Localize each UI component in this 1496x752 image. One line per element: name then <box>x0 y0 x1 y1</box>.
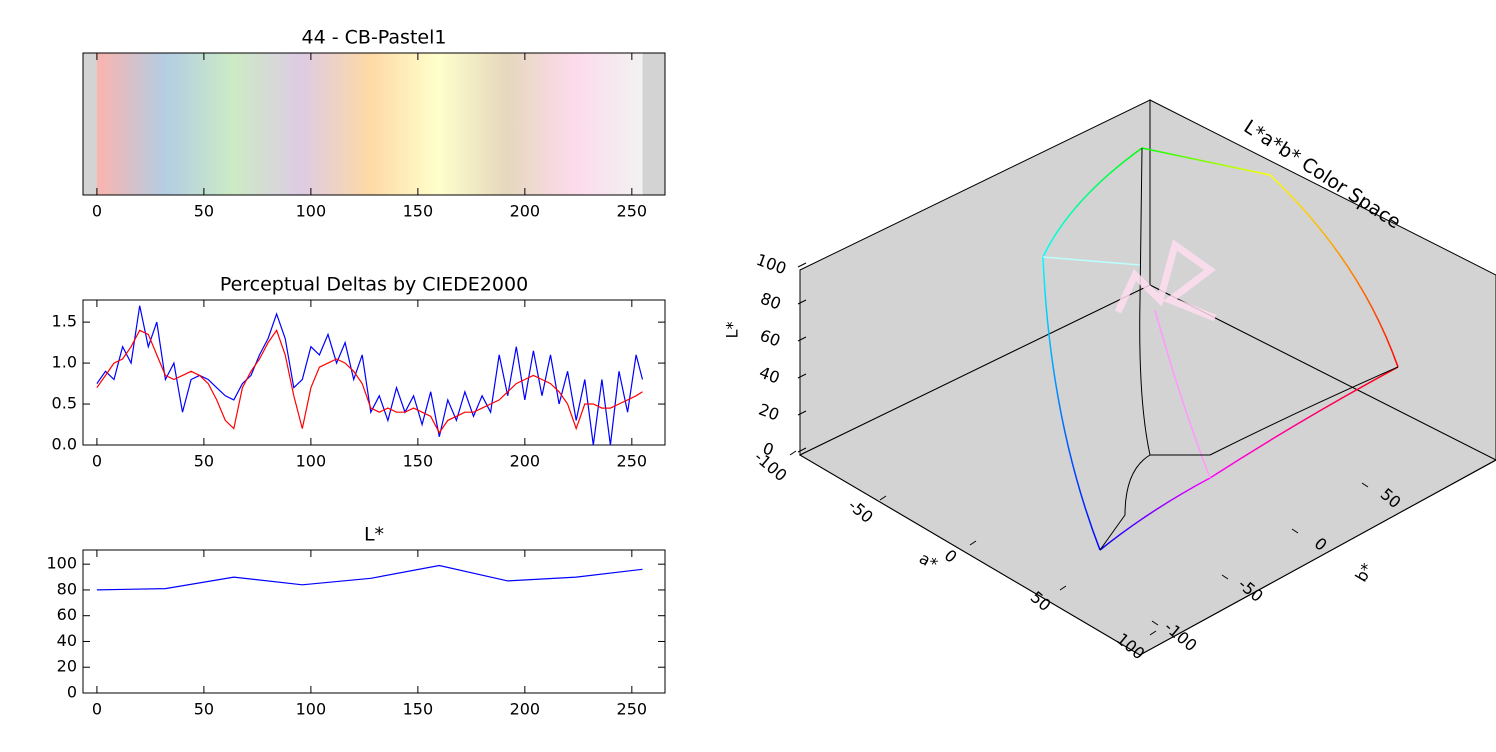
chart-title: 44 - CB-Pastel1 <box>302 27 447 49</box>
gamut-edge <box>1141 147 1271 176</box>
z-tick-label: 20 <box>756 400 782 425</box>
y-tick <box>1151 620 1159 626</box>
x-tick-label: 0 <box>92 202 102 221</box>
y-tick-label: 0.0 <box>52 435 77 454</box>
x-tick <box>1059 585 1067 591</box>
z-tick <box>797 299 807 305</box>
x-tick-label: 100 <box>296 202 327 221</box>
z-tick-label: 80 <box>758 289 784 314</box>
y-tick-label: 0 <box>67 683 77 702</box>
y-tick <box>1291 528 1299 534</box>
x-tick-label: 200 <box>510 202 541 221</box>
x-tick <box>969 540 977 546</box>
x-tick-label: -50 <box>845 496 877 527</box>
x-tick-label: 150 <box>403 700 434 719</box>
side-wall <box>1149 99 1496 461</box>
gamut-edge <box>1269 174 1399 368</box>
x-tick-label: 250 <box>617 452 648 471</box>
gamut-edge <box>1099 477 1211 551</box>
gamut-edge <box>1042 256 1101 551</box>
x-tick-label: 50 <box>194 452 214 471</box>
axis-edge <box>799 454 1141 656</box>
y-axis-label: b* <box>1351 560 1377 585</box>
lab-box <box>798 99 1496 656</box>
z-tick-label: 100 <box>754 250 789 278</box>
x-tick <box>879 495 887 501</box>
y-tick-label: 0.5 <box>52 394 77 413</box>
chart-title: L* <box>364 524 384 546</box>
colormap-path <box>1114 239 1217 322</box>
gamut <box>1042 147 1399 551</box>
gamut-edge <box>1042 147 1143 258</box>
plot-frame <box>82 52 666 196</box>
x-tick <box>1149 630 1157 636</box>
y-tick-label: 1.5 <box>52 312 77 331</box>
z-tick-label: 60 <box>757 326 783 351</box>
y-tick-label: 20 <box>57 657 77 676</box>
z-tick-label: 40 <box>757 363 783 388</box>
x-tick-label: 200 <box>510 700 541 719</box>
data-line <box>96 564 643 591</box>
x-tick-label: 50 <box>194 202 214 221</box>
y-tick-label: 1.0 <box>52 353 77 372</box>
data-line <box>96 328 643 434</box>
y-tick-label: 100 <box>46 554 77 573</box>
z-axis-label: L* <box>723 322 742 339</box>
axis-edge <box>1139 459 1496 656</box>
x-tick-label: 150 <box>403 202 434 221</box>
colorbar <box>96 53 643 195</box>
z-tick <box>797 447 807 453</box>
y-tick-label: 40 <box>57 631 77 650</box>
data-line <box>96 305 644 446</box>
x-tick-label: 250 <box>617 202 648 221</box>
x-tick-label: 200 <box>510 452 541 471</box>
x-tick-label: 150 <box>403 452 434 471</box>
x-tick-label: 0 <box>941 546 961 567</box>
x-tick-label: 0 <box>92 700 102 719</box>
gamut-edge <box>1154 309 1211 479</box>
z-tick <box>797 373 807 379</box>
y-tick <box>1361 482 1369 488</box>
z-tick <box>797 336 807 342</box>
z-tick <box>797 410 807 416</box>
gray-axis <box>1099 147 1399 551</box>
x-tick <box>789 450 797 456</box>
x-axis-label: a* <box>916 548 941 573</box>
x-tick-label: 50 <box>194 700 214 719</box>
gamut-edge <box>1042 256 1141 266</box>
z-tick <box>797 262 807 268</box>
y-tick-label: 80 <box>57 579 77 598</box>
x-tick-label: 100 <box>296 452 327 471</box>
x-tick-label: 0 <box>92 452 102 471</box>
plot-frame <box>82 549 666 694</box>
y-tick <box>1221 574 1229 580</box>
chart-title: Perceptual Deltas by CIEDE2000 <box>220 274 528 296</box>
x-tick-label: 100 <box>296 700 327 719</box>
x-tick-label: 250 <box>617 700 648 719</box>
y-tick-label: 60 <box>57 605 77 624</box>
gamut-edge <box>1209 366 1399 479</box>
